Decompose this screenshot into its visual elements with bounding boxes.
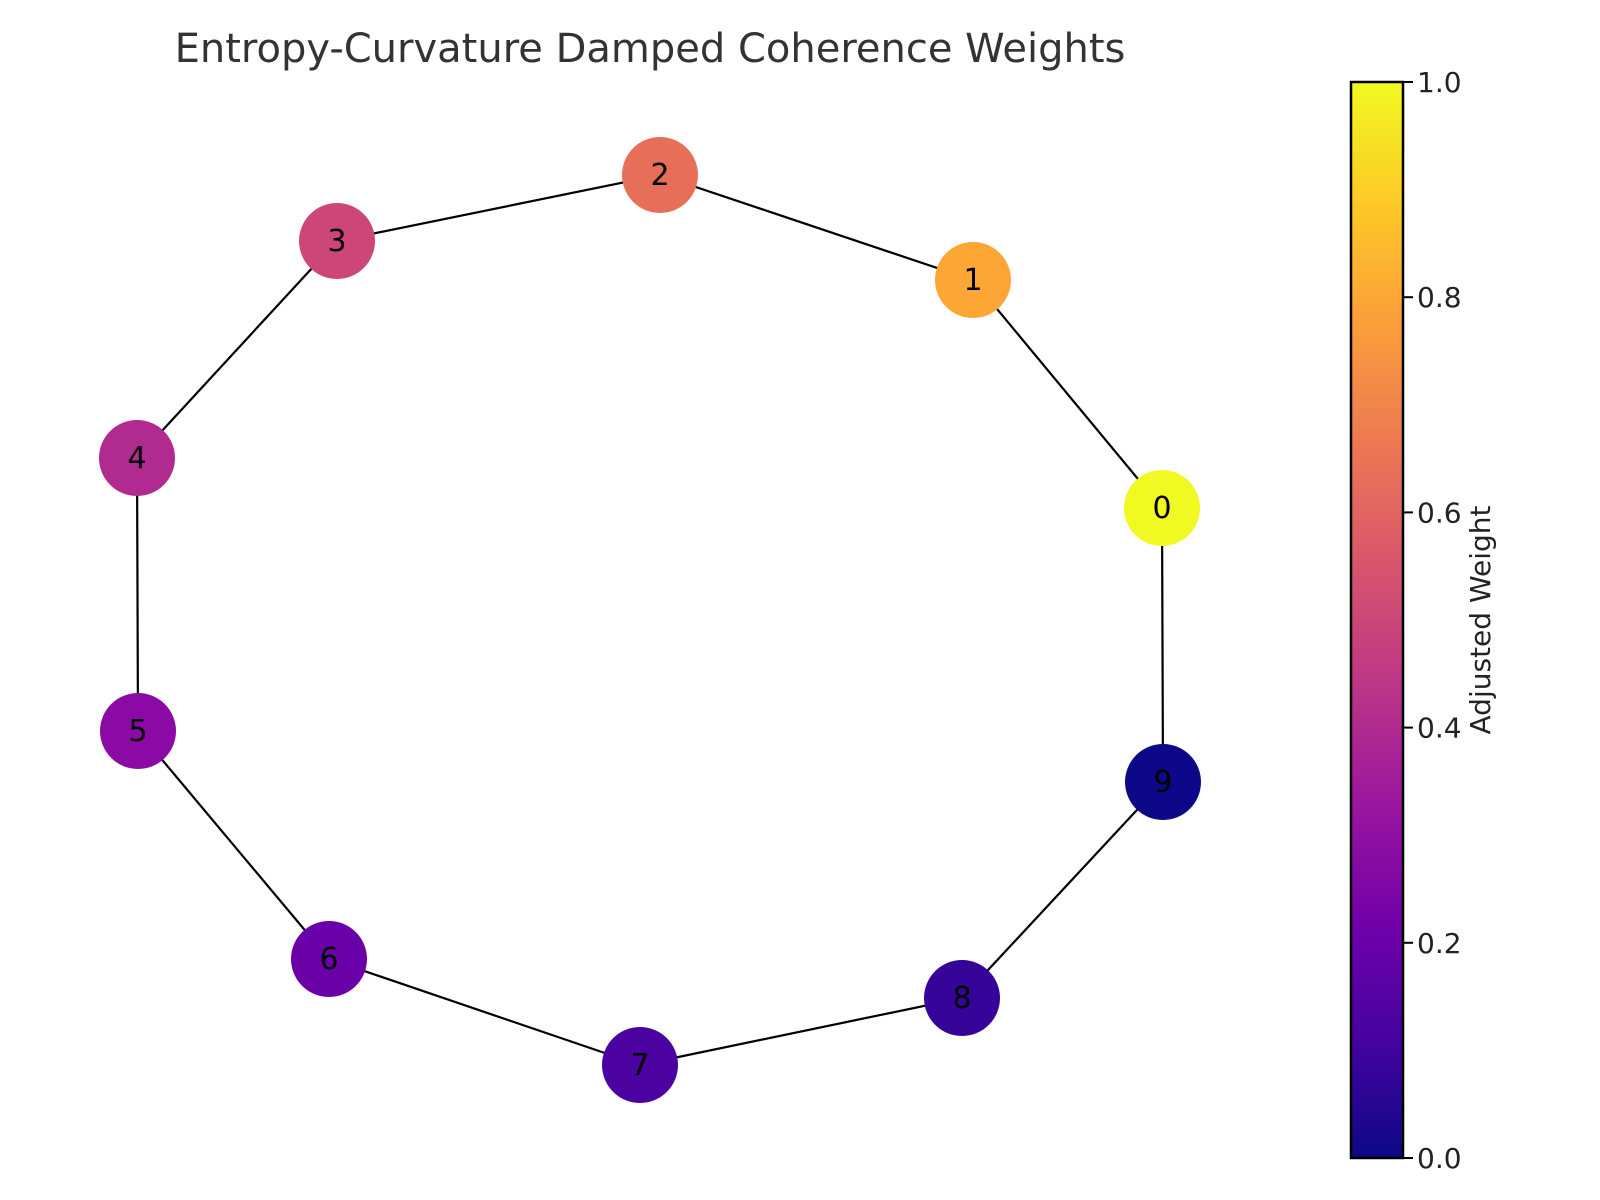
node-5: 5 bbox=[100, 693, 176, 769]
node-label-5: 5 bbox=[128, 714, 147, 749]
node-circle-5 bbox=[100, 693, 176, 769]
node-7: 7 bbox=[602, 1027, 678, 1103]
edge-8-9 bbox=[961, 781, 1164, 999]
colorbar-tick-label-1.0: 1.0 bbox=[1417, 66, 1462, 99]
node-circle-7 bbox=[602, 1027, 678, 1103]
node-label-1: 1 bbox=[963, 263, 982, 298]
node-label-7: 7 bbox=[630, 1048, 649, 1083]
edge-4-5 bbox=[135, 457, 140, 732]
node-label-2: 2 bbox=[650, 158, 669, 193]
colorbar-frame bbox=[1349, 80, 1405, 1160]
node-circle-6 bbox=[291, 921, 367, 997]
nodes-group: 0 1 2 3 4 5 6 7 8 9 bbox=[99, 137, 1201, 1103]
edge-5-6 bbox=[137, 730, 330, 960]
node-4: 4 bbox=[99, 420, 175, 496]
node-1: 1 bbox=[935, 242, 1011, 318]
chart-title: Entropy-Curvature Damped Coherence Weigh… bbox=[175, 26, 1126, 72]
node-label-6: 6 bbox=[319, 942, 338, 977]
edge-1-2 bbox=[659, 173, 974, 282]
node-circle-3 bbox=[299, 203, 375, 279]
node-circle-1 bbox=[935, 242, 1011, 318]
node-label-9: 9 bbox=[1153, 765, 1172, 800]
node-circle-9 bbox=[1125, 744, 1201, 820]
colorbar-tick-label-0.2: 0.2 bbox=[1417, 927, 1462, 960]
node-0: 0 bbox=[1124, 470, 1200, 546]
node-circle-8 bbox=[924, 960, 1000, 1036]
colorbar-tick-label-0.4: 0.4 bbox=[1417, 712, 1462, 745]
colorbar-ticks: 0.0 0.2 0.4 0.6 0.8 1.0 bbox=[1403, 66, 1462, 1175]
node-circle-0 bbox=[1124, 470, 1200, 546]
node-circle-2 bbox=[622, 137, 698, 213]
node-label-0: 0 bbox=[1152, 491, 1171, 526]
node-label-4: 4 bbox=[127, 441, 146, 476]
colorbar-label: Adjusted Weight bbox=[1464, 505, 1497, 734]
colorbar-tick-label-0.0: 0.0 bbox=[1417, 1142, 1462, 1175]
node-6: 6 bbox=[291, 921, 367, 997]
colorbar-tick-label-0.6: 0.6 bbox=[1417, 496, 1462, 529]
node-label-3: 3 bbox=[327, 224, 346, 259]
edge-6-7 bbox=[328, 957, 641, 1067]
node-8: 8 bbox=[924, 960, 1000, 1036]
node-label-8: 8 bbox=[952, 981, 971, 1016]
node-9: 9 bbox=[1125, 744, 1201, 820]
colorbar-tick-label-0.8: 0.8 bbox=[1417, 281, 1462, 314]
edge-0-1 bbox=[972, 279, 1163, 509]
node-2: 2 bbox=[622, 137, 698, 213]
edges-group bbox=[135, 173, 1165, 1067]
node-3: 3 bbox=[299, 203, 375, 279]
edge-2-3 bbox=[336, 173, 661, 243]
colorbar-gradient bbox=[1351, 82, 1403, 1158]
edge-9-0 bbox=[1160, 507, 1165, 783]
edge-7-8 bbox=[639, 996, 963, 1067]
edge-3-4 bbox=[136, 240, 338, 459]
node-circle-4 bbox=[99, 420, 175, 496]
colorbar: 0.0 0.2 0.4 0.6 0.8 1.0 Adjusted Weight bbox=[1349, 66, 1497, 1175]
